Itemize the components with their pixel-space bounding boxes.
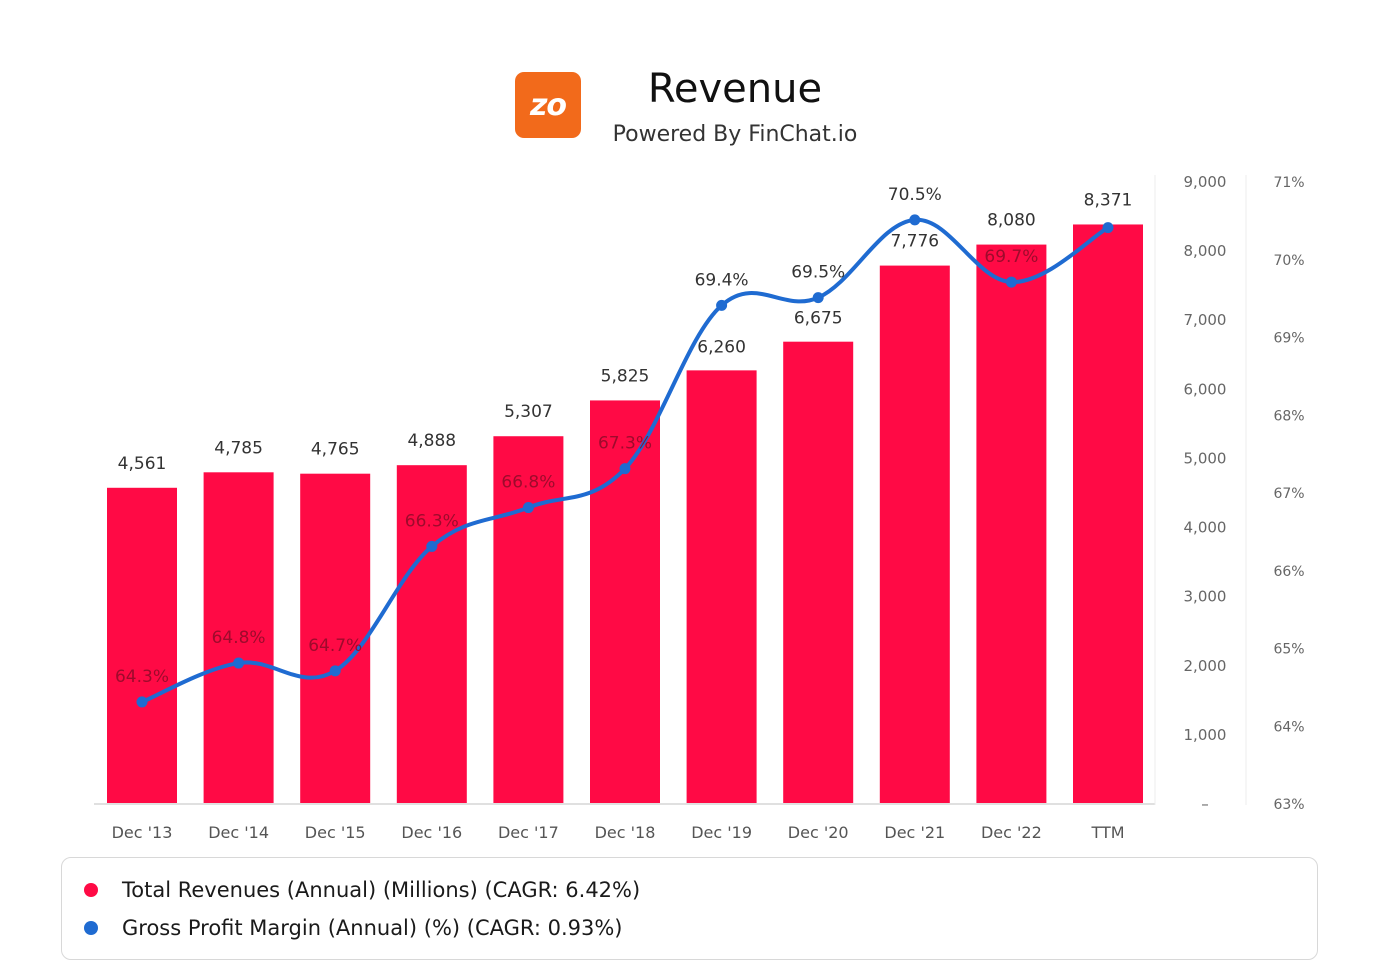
chart-subtitle: Powered By FinChat.io: [612, 122, 858, 147]
y-left-tick-label: 2,000: [1184, 657, 1227, 675]
margin-point: [909, 214, 921, 226]
revenue-value-label: 6,260: [697, 337, 746, 357]
revenue-value-label: 8,371: [1084, 190, 1133, 210]
revenue-bar: [879, 265, 950, 803]
margin-point: [1005, 276, 1017, 288]
x-tick-label: TTM: [1090, 823, 1124, 842]
margin-point: [1102, 222, 1114, 234]
revenue-bar: [783, 341, 854, 803]
legend-swatch-revenue: [84, 883, 98, 897]
revenue-bar: [203, 472, 274, 803]
revenue-bar: [300, 473, 371, 803]
y-right-tick-label: 70%: [1273, 253, 1304, 269]
x-tick-label: Dec '16: [401, 823, 462, 842]
legend-item-revenue: Total Revenues (Annual) (Millions) (CAGR…: [84, 878, 640, 902]
y-left-tick-label: 3,000: [1184, 588, 1227, 606]
revenue-value-label: 4,888: [407, 431, 456, 451]
x-tick-label: Dec '21: [884, 823, 945, 842]
revenue-bar: [686, 370, 757, 803]
margin-point: [233, 657, 245, 669]
revenue-value-label: 4,561: [118, 454, 167, 474]
margin-value-label: 67.3%: [598, 434, 652, 454]
margin-point: [522, 502, 534, 514]
y-left-tick-label: 9,000: [1184, 173, 1227, 191]
margin-value-label: 66.3%: [405, 511, 459, 531]
margin-line: [141, 217, 1110, 704]
revenue-value-label: 4,785: [214, 438, 263, 458]
margin-point: [619, 463, 631, 475]
margin-value-label: 70.5%: [888, 185, 942, 205]
legend-label-margin: Gross Profit Margin (Annual) (%) (CAGR: …: [122, 916, 623, 940]
legend-swatch-margin: [84, 921, 98, 935]
revenue-value-label: 6,675: [794, 309, 843, 329]
revenue-value-label: 8,080: [987, 211, 1036, 231]
x-tick-label: Dec '15: [305, 823, 366, 842]
margin-value-label: 66.8%: [501, 473, 555, 493]
margin-value-label: 64.7%: [308, 636, 362, 656]
y-left-tick-label: –: [1201, 795, 1209, 813]
finchat-logo: zo: [515, 72, 581, 138]
revenue-bar: [976, 244, 1047, 804]
margin-value-label: 69.7%: [984, 247, 1038, 267]
y-right-tick-label: 68%: [1273, 408, 1304, 424]
margin-value-label: 69.5%: [791, 263, 845, 283]
x-tick-label: Dec '22: [981, 823, 1042, 842]
y-left-tick-label: 4,000: [1184, 519, 1227, 537]
y-right-tick-label: 64%: [1273, 719, 1304, 735]
margin-point: [716, 299, 728, 311]
margin-point: [426, 540, 438, 552]
revenue-value-label: 7,776: [890, 232, 939, 252]
y-left-tick-label: 8,000: [1184, 242, 1227, 260]
y-right-tick-label: 71%: [1273, 175, 1304, 191]
margin-point: [136, 696, 148, 708]
y-right-tick-label: 69%: [1273, 331, 1304, 347]
y-left-tick-label: 7,000: [1184, 311, 1227, 329]
x-tick-label: Dec '14: [208, 823, 269, 842]
x-tick-label: Dec '17: [498, 823, 559, 842]
chart-title: Revenue: [647, 66, 823, 112]
margin-value-label: 69.4%: [695, 270, 749, 290]
revenue-bar: [107, 487, 177, 803]
y-right-tick-label: 66%: [1273, 564, 1304, 580]
y-left-tick-label: 6,000: [1184, 380, 1227, 398]
revenue-bar: [590, 400, 660, 803]
y-right-tick-label: 63%: [1273, 797, 1304, 813]
revenue-value-label: 4,765: [311, 440, 360, 460]
margin-value-label: 64.3%: [115, 667, 169, 687]
y-right-tick-label: 67%: [1273, 486, 1304, 502]
x-tick-label: Dec '19: [691, 823, 752, 842]
x-tick-label: Dec '20: [788, 823, 849, 842]
logo-text: zo: [529, 87, 567, 123]
y-left-tick-label: 1,000: [1184, 726, 1227, 744]
margin-point: [812, 292, 824, 304]
legend-item-margin: Gross Profit Margin (Annual) (%) (CAGR: …: [84, 916, 623, 940]
x-tick-label: Dec '13: [112, 823, 173, 842]
revenue-value-label: 5,825: [601, 366, 650, 386]
y-left-tick-label: 5,000: [1184, 449, 1227, 467]
chart-legend: Total Revenues (Annual) (Millions) (CAGR…: [61, 857, 1318, 960]
margin-point: [329, 665, 341, 677]
revenue-bar: [493, 436, 564, 803]
revenue-bar: [396, 465, 467, 803]
x-tick-label: Dec '18: [595, 823, 656, 842]
legend-label-revenue: Total Revenues (Annual) (Millions) (CAGR…: [122, 878, 641, 902]
margin-value-label: 64.8%: [212, 628, 266, 648]
revenue-bar: [1073, 224, 1143, 803]
revenue-chart: 4,561 4,785 4,765 4,888 5,307 5,825 6,260 6,675…: [94, 173, 1305, 842]
revenue-value-label: 5,307: [504, 402, 553, 422]
y-right-tick-label: 65%: [1273, 642, 1304, 658]
